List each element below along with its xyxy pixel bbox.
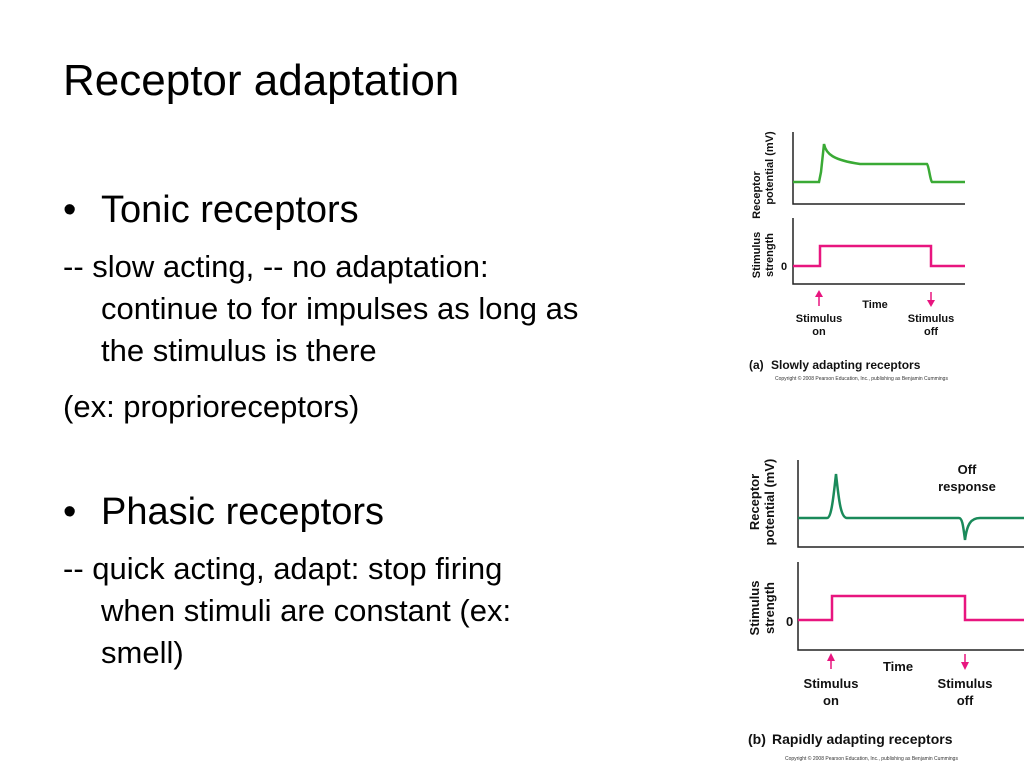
fig-a-bottom-axes	[792, 218, 965, 285]
fig-a-stimulus-off-label: Stimulus	[908, 313, 954, 325]
fig-b-ylabel-top-2: potential (mV)	[762, 459, 777, 546]
fig-a-copyright: Copyright © 2008 Pearson Education, Inc.…	[775, 375, 948, 382]
fig-b-top-axes	[797, 460, 1024, 548]
figure-rapidly-adapting: Receptor potential (mV) Stimulus strengt…	[747, 459, 1024, 762]
fig-a-zero-label: 0	[781, 261, 787, 273]
tonic-example: (ex: proprioreceptors)	[63, 389, 360, 424]
phasic-line-2: when stimuli are constant (ex:	[101, 593, 512, 628]
fig-a-ylabel-bottom-1: Stimulus	[751, 232, 763, 278]
fig-b-caption-tag: (b)	[748, 731, 766, 747]
fig-a-receptor-potential-trace	[793, 143, 965, 184]
fig-b-caption: Rapidly adapting receptors	[772, 731, 953, 747]
fig-b-time-label: Time	[883, 659, 913, 674]
slide-title: Receptor adaptation	[63, 56, 460, 105]
fig-a-ylabel-top-2: potential (mV)	[764, 131, 776, 205]
bullet-tonic: • Tonic receptors	[63, 188, 359, 232]
fig-a-stimulus-on-arrow-icon	[815, 290, 823, 306]
fig-b-stimulus-on-label: Stimulus	[804, 676, 859, 691]
fig-a-ylabel-top-1: Receptor	[751, 170, 763, 218]
tonic-line-2: continue to for impulses as long as	[101, 291, 579, 326]
fig-a-stimulus-on-label-2: on	[812, 326, 826, 338]
fig-b-ylabel-top-1: Receptor	[747, 474, 762, 530]
fig-b-zero-label: 0	[786, 614, 793, 629]
fig-a-caption-tag: (a)	[749, 358, 764, 372]
fig-a-stimulus-off-arrow-icon	[927, 292, 935, 307]
fig-b-receptor-potential-trace	[798, 473, 1024, 541]
fig-b-off-response-label: Off	[958, 462, 977, 477]
fig-b-stimulus-on-arrow-icon	[827, 653, 835, 669]
bullet-dot: •	[63, 189, 77, 231]
fig-b-ylabel-bottom-2: strength	[762, 582, 777, 634]
tonic-line-1: -- slow acting, -- no adaptation:	[63, 249, 489, 284]
fig-b-stimulus-off-arrow-icon	[961, 654, 969, 670]
fig-b-stimulus-trace	[798, 594, 1024, 622]
bullet-phasic: • Phasic receptors	[63, 490, 384, 534]
fig-b-stimulus-on-label-2: on	[823, 693, 839, 708]
tonic-line-3: the stimulus is there	[101, 333, 377, 368]
fig-b-bottom-axes	[797, 562, 1024, 651]
fig-b-copyright: Copyright © 2008 Pearson Education, Inc.…	[785, 755, 958, 762]
fig-b-stimulus-off-label-2: off	[957, 693, 974, 708]
fig-a-stimulus-on-label: Stimulus	[796, 313, 842, 325]
fig-a-stimulus-trace	[793, 244, 965, 268]
fig-b-stimulus-off-label: Stimulus	[938, 676, 993, 691]
fig-a-stimulus-off-label-2: off	[924, 326, 938, 338]
bullet-dot: •	[63, 491, 77, 533]
figure-slowly-adapting: Receptor potential (mV) Stimulus strengt…	[749, 131, 965, 382]
phasic-line-3: smell)	[101, 635, 184, 670]
fig-a-ylabel-bottom-2: strength	[764, 233, 776, 277]
fig-a-time-label: Time	[862, 299, 887, 311]
phasic-line-1: -- quick acting, adapt: stop firing	[63, 551, 503, 586]
fig-a-top-axes	[792, 132, 965, 205]
fig-a-caption: Slowly adapting receptors	[771, 358, 921, 372]
fig-b-ylabel-bottom-1: Stimulus	[747, 581, 762, 636]
fig-b-off-response-label-2: response	[938, 479, 996, 494]
bullet-phasic-heading: Phasic receptors	[101, 491, 385, 533]
bullet-tonic-heading: Tonic receptors	[101, 189, 359, 231]
